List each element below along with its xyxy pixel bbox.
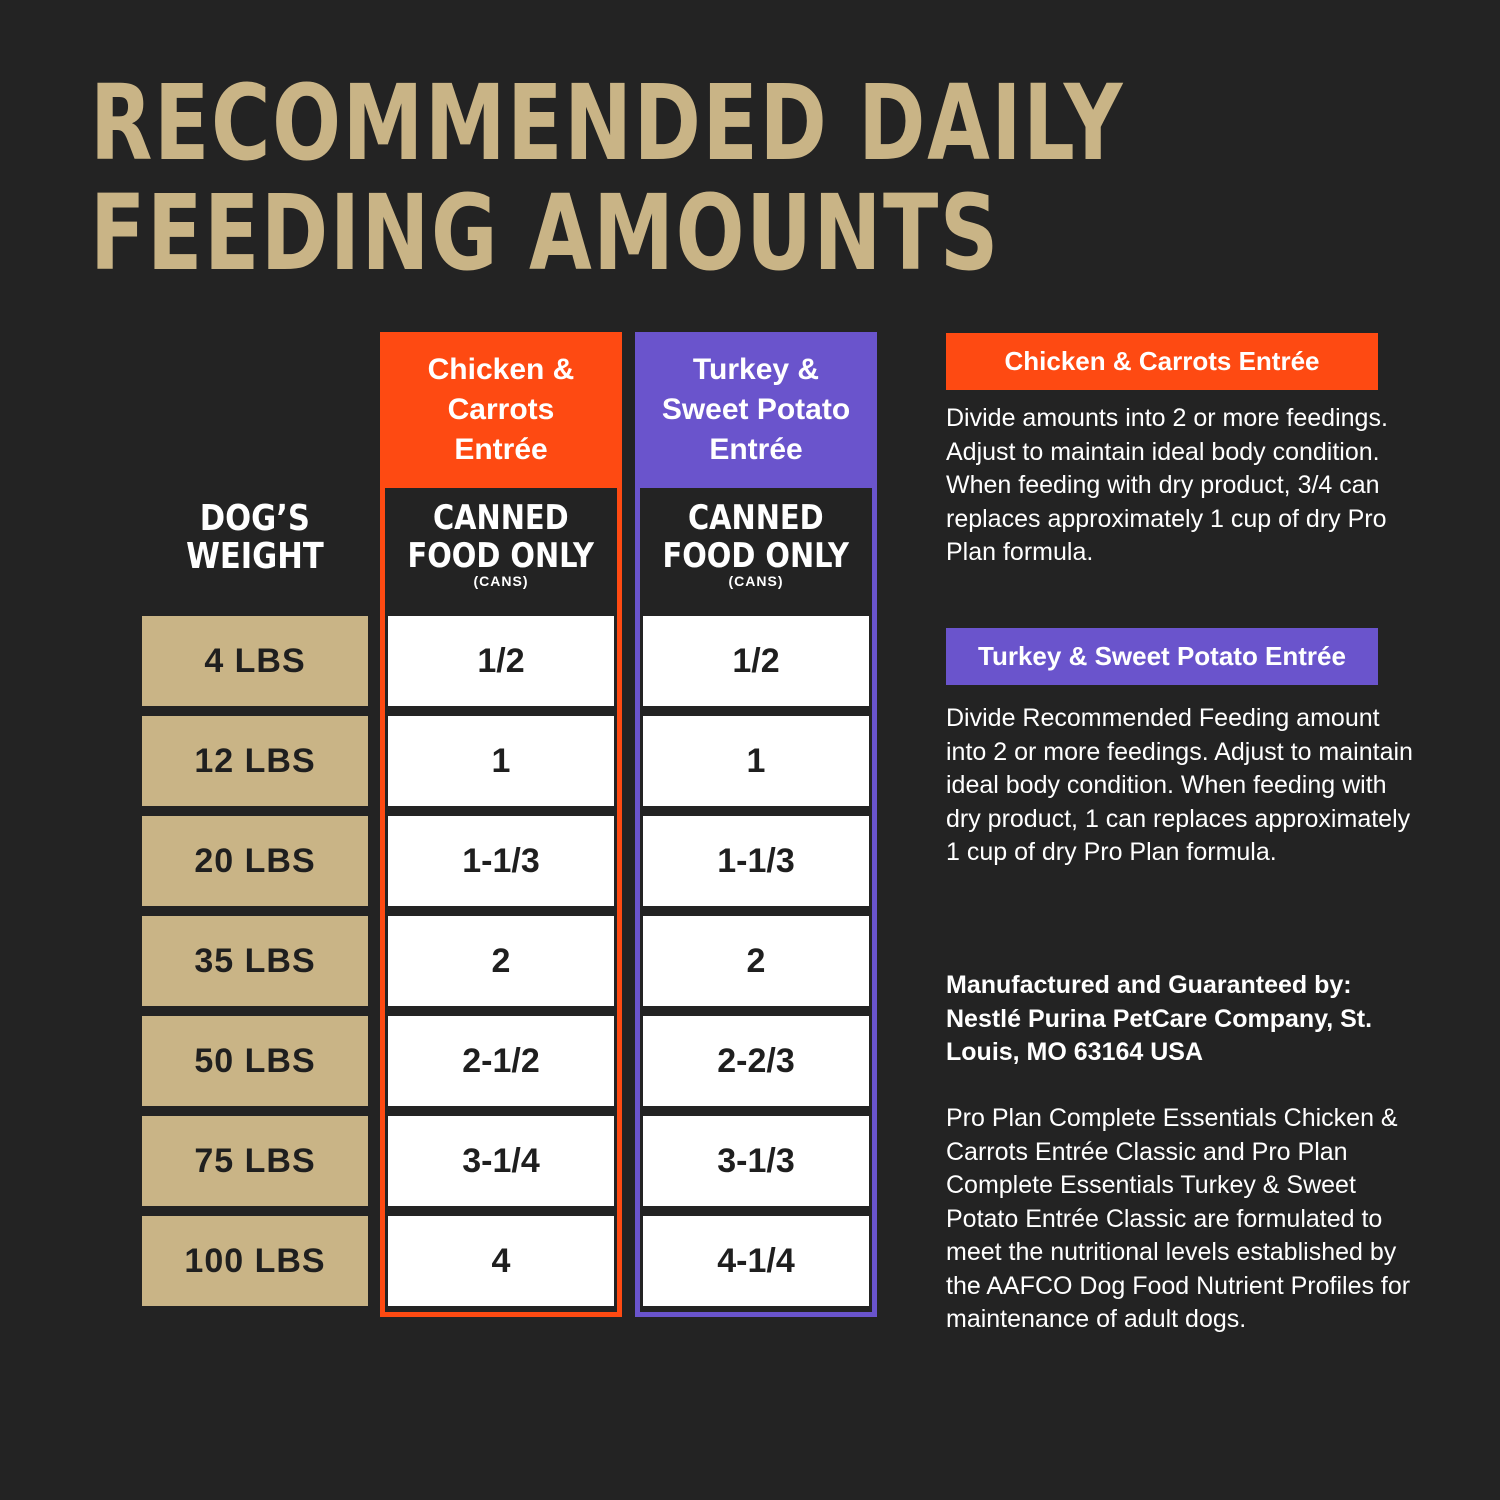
weight-cell: 35 LBS [142,916,368,1006]
turkey-value-cell: 4-1/4 [643,1216,869,1306]
chicken-sub-line-2: FOOD ONLY [407,536,595,576]
turkey-value-cell: 2 [643,916,869,1006]
turkey-value-cell: 1-1/3 [643,816,869,906]
weight-header-line-2: WEIGHT [186,536,324,577]
manufacturer-text: Manufactured and Guaranteed by: Nestlé P… [946,971,1373,1066]
title-line-1: RECOMMENDED DAILY [90,62,1125,184]
weight-header-line-1: DOG’S [199,498,311,539]
chicken-value-cell: 1 [388,716,614,806]
weight-column-header: DOG’S WEIGHT [142,500,368,576]
chicken-value-cell: 4 [388,1216,614,1306]
chicken-value-cell: 2 [388,916,614,1006]
title-line-2: FEEDING AMOUNTS [90,172,1000,294]
chicken-notes-label: Chicken & Carrots Entrée [946,333,1378,390]
weight-cell: 4 LBS [142,616,368,706]
chicken-header-line-2: Carrots [447,393,555,426]
weight-cell: 100 LBS [142,1216,368,1306]
weight-cell: 12 LBS [142,716,368,806]
turkey-header-line-1: Turkey & [692,353,820,386]
page-title: RECOMMENDED DAILY FEEDING AMOUNTS [90,68,1124,288]
turkey-notes-text: Divide Recommended Feeding amount into 2… [946,704,1413,866]
chicken-notes-text: Divide amounts into 2 or more feedings. … [946,404,1388,566]
weight-cell: 20 LBS [142,816,368,906]
chicken-sub-line-1: CANNED [433,498,569,538]
aafco-statement: Pro Plan Complete Essentials Chicken & C… [946,1104,1411,1333]
turkey-sub-line-2: FOOD ONLY [662,536,850,576]
turkey-value-cell: 3-1/3 [643,1116,869,1206]
turkey-column-subheader: CANNED FOOD ONLY (CANS) [640,499,872,589]
turkey-sweet-potato-column: Turkey & Sweet Potato Entrée CANNED FOOD… [635,332,877,1317]
chicken-value-cell: 1/2 [388,616,614,706]
chicken-units: (CANS) [473,573,529,589]
chicken-column-header: Chicken & Carrots Entrée [380,332,622,488]
weight-cell: 75 LBS [142,1116,368,1206]
chicken-value-cell: 3-1/4 [388,1116,614,1206]
chicken-header-line-3: Entrée [454,433,548,466]
turkey-notes-label: Turkey & Sweet Potato Entrée [946,628,1378,685]
turkey-header-line-2: Sweet Potato [661,393,851,426]
turkey-value-cell: 1 [643,716,869,806]
chicken-value-cell: 2-1/2 [388,1016,614,1106]
turkey-value-cell: 2-2/3 [643,1016,869,1106]
turkey-sub-line-1: CANNED [688,498,824,538]
turkey-column-header: Turkey & Sweet Potato Entrée [635,332,877,488]
weight-cell: 50 LBS [142,1016,368,1106]
turkey-header-line-3: Entrée [709,433,803,466]
chicken-column-subheader: CANNED FOOD ONLY (CANS) [385,499,617,589]
turkey-units: (CANS) [728,573,784,589]
chicken-carrots-column: Chicken & Carrots Entrée CANNED FOOD ONL… [380,332,622,1317]
chicken-header-line-1: Chicken & [427,353,575,386]
turkey-value-cell: 1/2 [643,616,869,706]
chicken-value-cell: 1-1/3 [388,816,614,906]
